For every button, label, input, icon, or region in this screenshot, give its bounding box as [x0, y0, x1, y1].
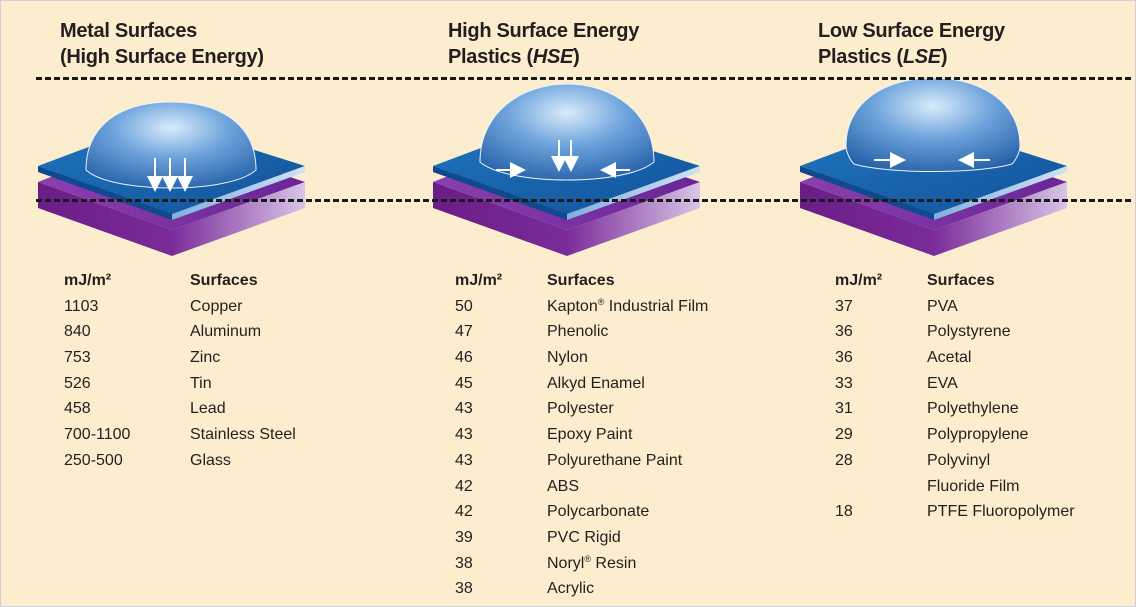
surface-name: Polypropylene — [927, 426, 1029, 444]
surface-header: Surfaces — [547, 272, 615, 289]
energy-value: 700-1100 — [64, 426, 131, 444]
surface-name: Polyurethane Paint — [547, 451, 683, 469]
energy-value: 458 — [64, 400, 91, 418]
surface-name: Glass — [190, 451, 231, 469]
energy-value: 39 — [455, 528, 473, 546]
energy-header: mJ/m² — [64, 272, 112, 289]
surface-name: Copper — [190, 297, 243, 315]
surface-name: PVA — [927, 297, 958, 315]
energy-value: 250-500 — [64, 451, 123, 469]
surface-name: Acetal — [927, 349, 972, 367]
surface-name: Nylon — [547, 349, 588, 367]
surface-name: PTFE Fluoropolymer — [927, 503, 1075, 521]
metal-droplet — [85, 101, 257, 192]
energy-value: 29 — [835, 426, 853, 444]
energy-value: 28 — [835, 451, 853, 469]
energy-value: 47 — [455, 323, 473, 341]
energy-value: 42 — [455, 477, 473, 495]
hse-droplet — [479, 83, 655, 181]
surface-header: Surfaces — [190, 272, 258, 289]
upper-dashed-line — [36, 77, 1131, 80]
lse-heading: Low Surface Energy Plastics (LSE) — [818, 20, 1005, 68]
surface-name: Acrylic — [547, 580, 595, 598]
surface-name: Lead — [190, 400, 226, 418]
energy-value: 18 — [835, 503, 853, 521]
surface-name: Kapton® Industrial Film — [547, 296, 709, 315]
energy-value: 31 — [835, 400, 853, 418]
surface-name: Epoxy Paint — [547, 426, 633, 444]
lse-droplet — [845, 77, 1021, 172]
surface-name: Phenolic — [547, 323, 609, 341]
surface-name: Zinc — [190, 349, 221, 367]
energy-value: 526 — [64, 374, 91, 392]
energy-value: 46 — [455, 349, 473, 367]
surface-name: ABS — [547, 477, 580, 495]
droplet-diagrams — [38, 77, 1067, 256]
energy-value: 36 — [835, 349, 853, 367]
metal-surfaces-heading: Metal Surfaces (High Surface Energy) — [60, 20, 264, 68]
energy-value: 43 — [455, 426, 473, 444]
energy-value: 37 — [835, 297, 853, 315]
surface-name: Polyvinyl — [927, 451, 991, 469]
energy-value: 1103 — [64, 297, 99, 315]
surface-name: Aluminum — [190, 323, 262, 341]
energy-value: 38 — [455, 580, 473, 598]
surface-header: Surfaces — [927, 272, 995, 289]
hse-heading: High Surface Energy Plastics (HSE) — [448, 20, 640, 68]
surface-name: Fluoride Film — [927, 477, 1020, 495]
surface-name: Tin — [190, 374, 212, 392]
surface-name: PVC Rigid — [547, 528, 621, 546]
energy-value: 42 — [455, 503, 473, 521]
surface-name: Polyester — [547, 400, 614, 418]
energy-value: 36 — [835, 323, 853, 341]
energy-header: mJ/m² — [455, 272, 503, 289]
energy-value: 50 — [455, 297, 473, 315]
energy-value: 753 — [64, 349, 91, 367]
energy-value: 45 — [455, 374, 473, 392]
surface-name: Polystyrene — [927, 323, 1011, 341]
registered-mark: ® — [584, 553, 591, 564]
energy-header: mJ/m² — [835, 272, 883, 289]
surface-name: Polyethylene — [927, 400, 1019, 418]
lower-dashed-line — [36, 199, 1131, 202]
energy-value: 43 — [455, 400, 473, 418]
energy-value: 33 — [835, 374, 853, 392]
energy-value: 38 — [455, 554, 473, 572]
surface-name: Stainless Steel — [190, 426, 296, 444]
surface-name: EVA — [927, 374, 958, 392]
surface-name: Noryl® Resin — [547, 553, 637, 572]
registered-mark: ® — [597, 296, 605, 307]
surface-name: Alkyd Enamel — [547, 374, 645, 392]
energy-value: 840 — [64, 323, 91, 341]
energy-value: 43 — [455, 451, 473, 469]
surface-name: Polycarbonate — [547, 503, 650, 521]
